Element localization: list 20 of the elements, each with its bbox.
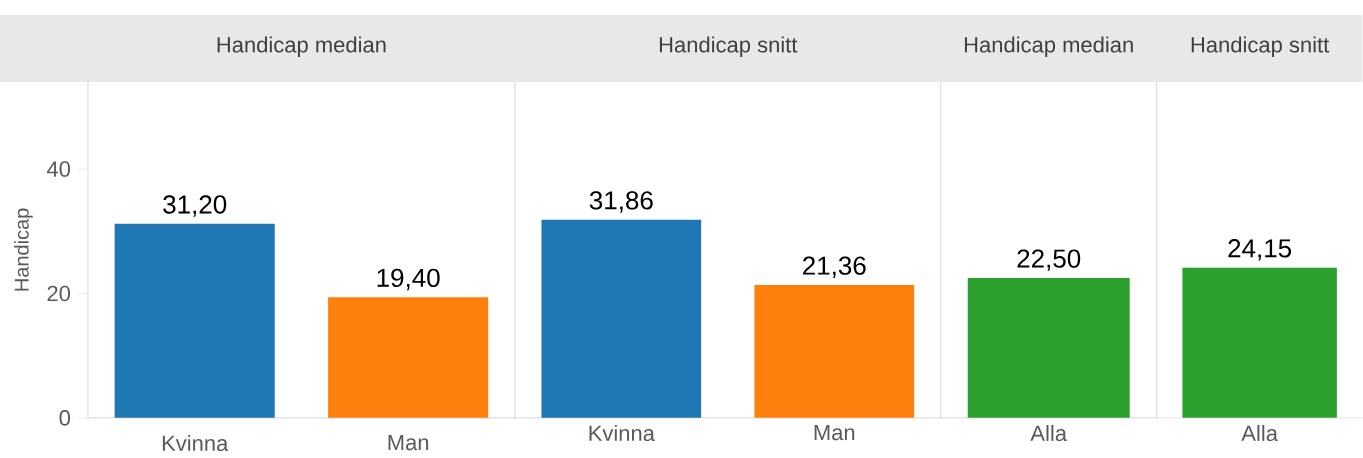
data-label: 21,36 xyxy=(803,256,866,279)
chart-title: Handicap snitt xyxy=(659,36,798,58)
chart-title: Handicap median xyxy=(217,36,386,58)
y-tick-label: 40 xyxy=(46,161,71,177)
data-label: 31,20 xyxy=(163,195,227,217)
data-label: 24,15 xyxy=(1228,239,1292,261)
x-tick-label: Alla xyxy=(1030,425,1068,442)
chart-title: Handicap median xyxy=(964,36,1133,58)
y-tick-label: 20 xyxy=(47,285,71,302)
x-tick-label: Alla xyxy=(1241,425,1278,442)
x-tick-label: Kvinna xyxy=(162,435,229,452)
x-tick-label: Man xyxy=(814,425,855,441)
data-label: 31,86 xyxy=(589,191,653,213)
x-tick-label: Man xyxy=(388,435,429,451)
data-label: 22,50 xyxy=(1017,249,1081,271)
chart-title: Handicap snitt xyxy=(1191,36,1330,58)
y-axis-title: Handicap xyxy=(14,208,33,291)
x-tick-label: Kvinna xyxy=(589,425,655,442)
data-label: 19,40 xyxy=(377,268,440,291)
y-tick-label: 0 xyxy=(59,410,71,426)
